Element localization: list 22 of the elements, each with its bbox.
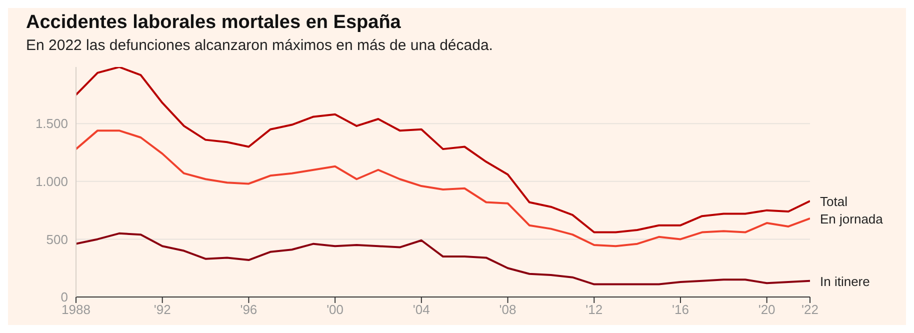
x-tick-label: '04 [412,302,430,318]
x-tick-label: '16 [672,302,689,318]
chart-subtitle: En 2022 las defunciones alcanzaron máximos en más de una década. [26,37,494,54]
x-tick-label: '22 [802,302,818,318]
line-series [76,232,810,286]
series-label: En jornada [820,211,884,226]
x-tick-label: '12 [586,302,603,318]
y-tick-label: 0 [60,290,68,305]
x-tick-label: 1988 [62,302,90,318]
x-tick-label: '08 [499,302,516,318]
y-tick-label: 1.500 [35,116,68,132]
y-tick-label: 1.000 [35,174,68,190]
line-series [76,130,810,248]
chart-title: Accidentes laborales mortales en España [26,12,402,34]
x-tick-label: '00 [326,302,344,318]
series-label: In itinere [820,274,870,289]
line-series [76,67,810,234]
x-tick-label: '96 [240,302,258,318]
x-tick-label: '20 [758,302,776,318]
series-label: Total [820,194,848,210]
x-tick-label: '92 [154,302,171,318]
y-tick-label: 500 [46,232,68,247]
